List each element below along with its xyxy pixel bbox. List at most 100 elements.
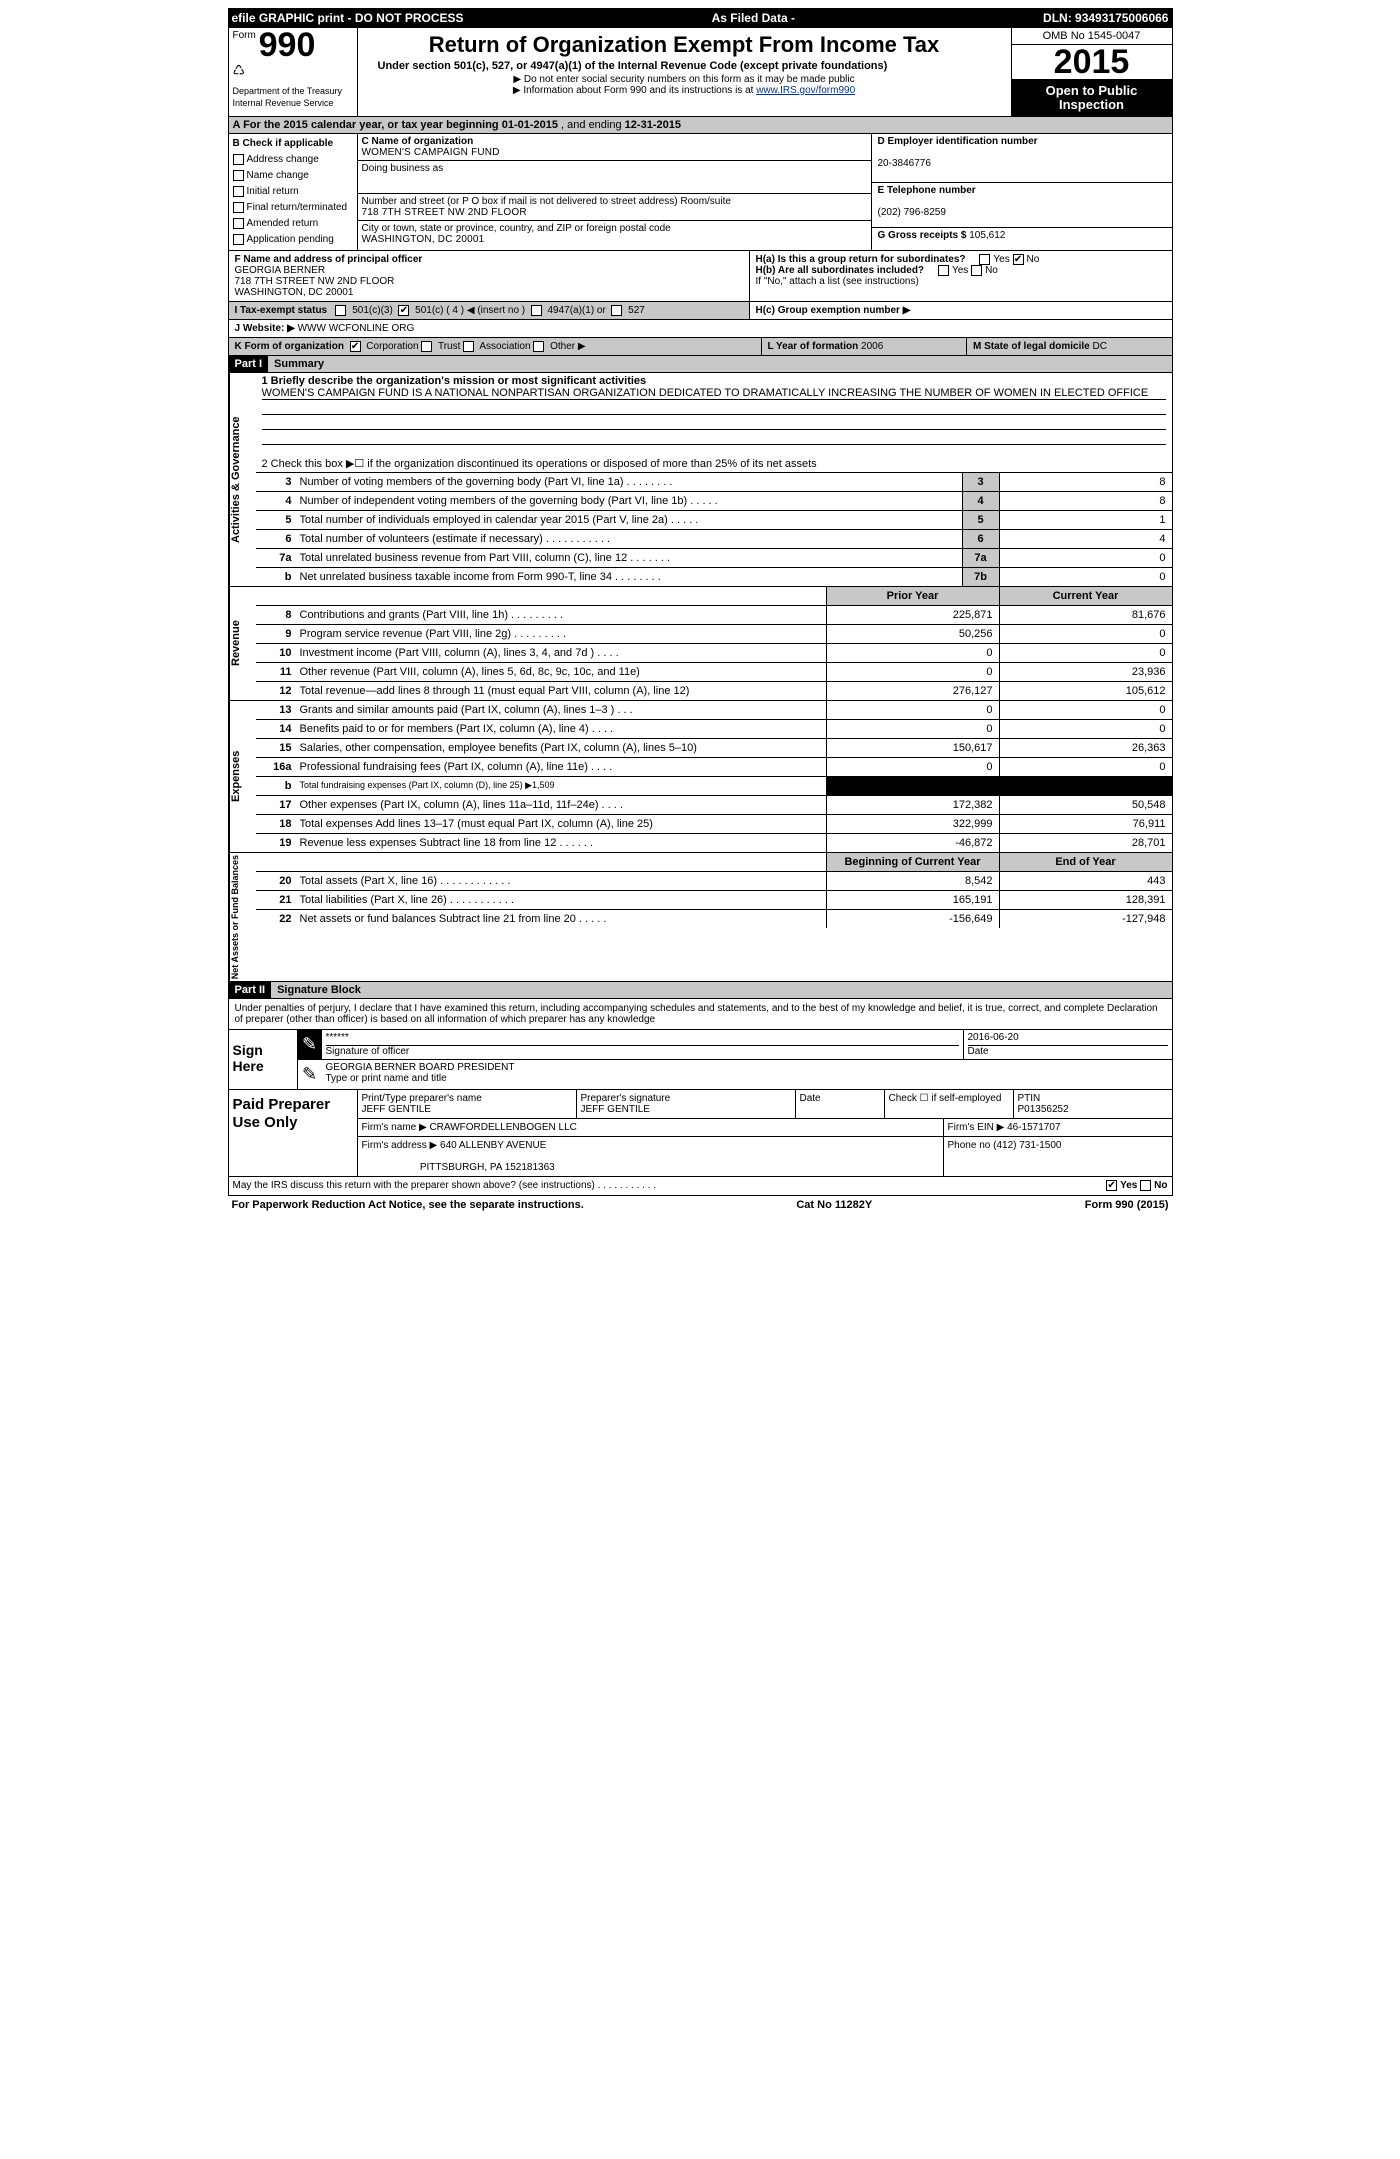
D-val: 20-3846776 xyxy=(878,158,931,169)
row-9: 9Program service revenue (Part VIII, lin… xyxy=(256,625,1172,644)
ln: 10 xyxy=(256,644,296,662)
G-val: 105,612 xyxy=(969,230,1005,241)
I-box2[interactable] xyxy=(531,305,542,316)
l1: 1 Briefly describe the organization's mi… xyxy=(256,373,1172,455)
open1: Open to Public xyxy=(1046,83,1138,98)
K-0: Corporation xyxy=(366,341,418,352)
I-box0[interactable] xyxy=(335,305,346,316)
ln: 16a xyxy=(256,758,296,776)
foot-right: Form 990 (2015) xyxy=(1085,1199,1169,1211)
desc: Other revenue (Part VIII, column (A), li… xyxy=(296,663,826,681)
K-box2[interactable] xyxy=(463,341,474,352)
grid-exp: 13Grants and similar amounts paid (Part … xyxy=(256,701,1172,852)
F-l1: GEORGIA BERNER xyxy=(235,265,326,276)
firm-name: CRAWFORDELLENBOGEN LLC xyxy=(429,1122,576,1133)
vtab-net: Net Assets or Fund Balances xyxy=(229,853,256,981)
B-3: Final return/terminated xyxy=(247,202,348,213)
discuss-yes-box[interactable] xyxy=(1106,1180,1117,1191)
K-box1[interactable] xyxy=(421,341,432,352)
sig-date: 2016-06-20 xyxy=(968,1032,1019,1043)
chk-amended[interactable] xyxy=(233,218,244,229)
Hb-yes-box[interactable] xyxy=(938,265,949,276)
Ha-yes-box[interactable] xyxy=(979,254,990,265)
row-16a: 16aProfessional fundraising fees (Part I… xyxy=(256,758,1172,777)
curr: 128,391 xyxy=(999,891,1172,909)
sig-field: ****** Signature of officer xyxy=(322,1030,963,1059)
J-val: WWW WCFONLINE ORG xyxy=(298,323,415,334)
prep-row3: Firm's address ▶ 640 ALLENBY AVENUE PITT… xyxy=(358,1137,1172,1176)
chk-final[interactable] xyxy=(233,202,244,213)
B-header: B Check if applicable xyxy=(233,138,334,149)
form-title: Return of Organization Exempt From Incom… xyxy=(364,32,1005,58)
ln: 3 xyxy=(256,473,296,491)
desc: Total liabilities (Part X, line 26) . . … xyxy=(296,891,826,909)
discuss-yes: Yes xyxy=(1120,1181,1137,1192)
date-lbl: Date xyxy=(968,1045,1168,1057)
l1-lbl: 1 Briefly describe the organization's mi… xyxy=(262,375,647,387)
paid-table: Print/Type preparer's name JEFF GENTILE … xyxy=(358,1090,1172,1176)
prep-date-lbl: Date xyxy=(800,1093,821,1104)
M-val: DC xyxy=(1092,341,1106,352)
K-box3[interactable] xyxy=(533,341,544,352)
chk-initial[interactable] xyxy=(233,186,244,197)
ln: 8 xyxy=(256,606,296,624)
header-row: Prior YearCurrent Year xyxy=(256,587,1172,606)
recycle-icon: ♺ xyxy=(233,62,353,79)
hdr-prior: Beginning of Current Year xyxy=(826,853,999,871)
Hb-no-box[interactable] xyxy=(971,265,982,276)
part2-bar: Part II xyxy=(229,982,272,998)
curr: 28,701 xyxy=(999,834,1172,852)
dept1: Department of the Treasury xyxy=(233,85,353,97)
F-cell: F Name and address of principal officer … xyxy=(229,251,749,301)
foot-mid: Cat No 11282Y xyxy=(796,1199,872,1211)
form-prefix: Form xyxy=(233,30,256,41)
curr: 50,548 xyxy=(999,796,1172,814)
Hb-note: If "No," attach a list (see instructions… xyxy=(756,276,1166,287)
prep-sig: JEFF GENTILE xyxy=(581,1104,650,1115)
E-lbl: E Telephone number xyxy=(878,185,976,196)
header-right: OMB No 1545-0047 2015 Open to Public Ins… xyxy=(1011,28,1172,116)
chk-name[interactable] xyxy=(233,170,244,181)
desc: Total expenses Add lines 13–17 (must equ… xyxy=(296,815,826,833)
ln: 11 xyxy=(256,663,296,681)
I-box1[interactable] xyxy=(398,305,409,316)
curr: 0 xyxy=(999,701,1172,719)
prior xyxy=(826,777,999,795)
row-20: 20Total assets (Part X, line 16) . . . .… xyxy=(256,872,1172,891)
firm-ein-cell: Firm's EIN ▶ 46-1571707 xyxy=(944,1119,1172,1136)
Ha-no-box[interactable] xyxy=(1013,254,1024,265)
form-subtitle: Under section 501(c), 527, or 4947(a)(1)… xyxy=(364,58,1005,74)
discuss-no-box[interactable] xyxy=(1140,1180,1151,1191)
no1: No xyxy=(1027,254,1040,265)
I-box3[interactable] xyxy=(611,305,622,316)
prior: 276,127 xyxy=(826,682,999,700)
grid-top: 3Number of voting members of the governi… xyxy=(256,473,1172,586)
self-employed-cell: Check ☐ if self-employed xyxy=(885,1090,1014,1118)
discuss-row: May the IRS discuss this return with the… xyxy=(228,1177,1173,1195)
chk-app[interactable] xyxy=(233,234,244,245)
cellnum: 7b xyxy=(962,568,999,586)
K-box0[interactable] xyxy=(350,341,361,352)
row-22: 22Net assets or fund balances Subtract l… xyxy=(256,910,1172,928)
row-8: 8Contributions and grants (Part VIII, li… xyxy=(256,606,1172,625)
part1-title: Summary xyxy=(268,356,1171,372)
sig-row1: ✎ ****** Signature of officer 2016-06-20… xyxy=(298,1030,1172,1060)
line-A: A For the 2015 calendar year, or tax yea… xyxy=(228,117,1173,134)
col-right: D Employer identification number 20-3846… xyxy=(871,134,1172,250)
cellnum: 5 xyxy=(962,511,999,529)
desc: Other expenses (Part IX, column (A), lin… xyxy=(296,796,826,814)
desc: Total revenue—add lines 8 through 11 (mu… xyxy=(296,682,826,700)
chk-address[interactable] xyxy=(233,154,244,165)
ln: 20 xyxy=(256,872,296,890)
name-field: GEORGIA BERNER BOARD PRESIDENT Type or p… xyxy=(322,1060,1172,1089)
Hc-cell: H(c) Group exemption number ▶ xyxy=(749,302,1172,319)
row-b: bNet unrelated business taxable income f… xyxy=(256,568,1172,586)
row-11: 11Other revenue (Part VIII, column (A), … xyxy=(256,663,1172,682)
curr: 0 xyxy=(999,758,1172,776)
sig-name: GEORGIA BERNER BOARD PRESIDENT xyxy=(326,1062,515,1073)
prior: 322,999 xyxy=(826,815,999,833)
sign-here-body: ✎ ****** Signature of officer 2016-06-20… xyxy=(298,1030,1172,1089)
C-name: WOMEN'S CAMPAIGN FUND xyxy=(362,147,867,158)
firm-phone-cell: Phone no (412) 731-1500 xyxy=(944,1137,1172,1176)
irs-link[interactable]: www.IRS.gov/form990 xyxy=(756,85,855,96)
